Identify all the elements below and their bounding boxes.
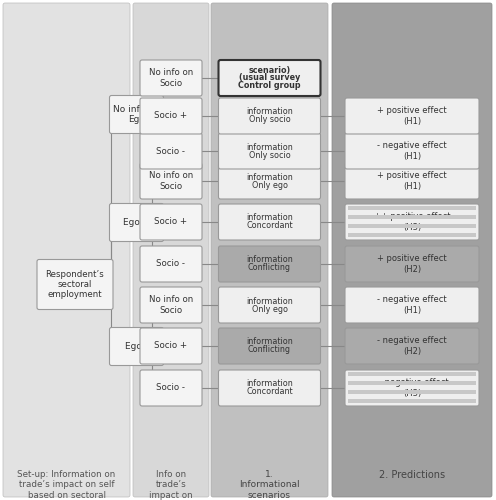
- FancyBboxPatch shape: [110, 204, 164, 242]
- Text: No info on
Socio: No info on Socio: [149, 172, 193, 190]
- FancyBboxPatch shape: [345, 163, 479, 199]
- FancyBboxPatch shape: [345, 98, 479, 134]
- FancyBboxPatch shape: [348, 234, 476, 237]
- Text: Control group: Control group: [238, 80, 301, 90]
- FancyBboxPatch shape: [348, 206, 476, 210]
- Text: information: information: [246, 296, 293, 306]
- Text: Only socio: Only socio: [248, 116, 290, 124]
- FancyBboxPatch shape: [219, 370, 320, 406]
- Text: information: information: [246, 142, 293, 152]
- Text: Respondent’s
sectoral
employment: Respondent’s sectoral employment: [46, 270, 104, 300]
- Text: No info on
Ego: No info on Ego: [113, 105, 160, 124]
- FancyBboxPatch shape: [133, 3, 209, 497]
- FancyBboxPatch shape: [219, 287, 320, 323]
- Text: Ego -: Ego -: [125, 342, 148, 351]
- FancyBboxPatch shape: [3, 3, 130, 497]
- FancyBboxPatch shape: [140, 60, 202, 96]
- FancyBboxPatch shape: [140, 370, 202, 406]
- Text: - negative effect
(H2): - negative effect (H2): [377, 336, 447, 355]
- Text: Socio -: Socio -: [157, 384, 186, 392]
- Text: + positive effect
(H1): + positive effect (H1): [377, 172, 447, 190]
- Text: ++ positive effect
(H3): ++ positive effect (H3): [374, 212, 450, 232]
- Text: Only ego: Only ego: [251, 304, 288, 314]
- Text: Ego +: Ego +: [123, 218, 150, 227]
- FancyBboxPatch shape: [348, 381, 476, 385]
- Text: information: information: [246, 214, 293, 222]
- FancyBboxPatch shape: [219, 328, 320, 364]
- Text: - negative effect
(H1): - negative effect (H1): [377, 296, 447, 314]
- FancyBboxPatch shape: [348, 372, 476, 376]
- Text: information: information: [246, 338, 293, 346]
- Text: information: information: [246, 256, 293, 264]
- FancyBboxPatch shape: [348, 390, 476, 394]
- FancyBboxPatch shape: [219, 204, 320, 240]
- Text: information: information: [246, 380, 293, 388]
- Text: Concordant: Concordant: [246, 388, 293, 396]
- Text: -- negative effect
(H3): -- negative effect (H3): [375, 378, 448, 398]
- Text: Socio -: Socio -: [157, 146, 186, 156]
- Text: 1.
Informational
scenarios: 1. Informational scenarios: [239, 470, 300, 500]
- FancyBboxPatch shape: [211, 3, 328, 497]
- FancyBboxPatch shape: [140, 133, 202, 169]
- Text: Socio +: Socio +: [154, 112, 187, 120]
- FancyBboxPatch shape: [140, 163, 202, 199]
- Text: No info on
Socio: No info on Socio: [149, 68, 193, 87]
- Text: + positive effect
(H1): + positive effect (H1): [377, 106, 447, 126]
- Text: information: information: [246, 172, 293, 182]
- Text: Concordant: Concordant: [246, 222, 293, 230]
- Text: Only ego: Only ego: [251, 180, 288, 190]
- Text: scenario): scenario): [248, 66, 291, 76]
- FancyBboxPatch shape: [219, 246, 320, 282]
- FancyBboxPatch shape: [219, 163, 320, 199]
- FancyBboxPatch shape: [219, 60, 320, 96]
- FancyBboxPatch shape: [345, 204, 479, 240]
- FancyBboxPatch shape: [219, 98, 320, 134]
- FancyBboxPatch shape: [140, 328, 202, 364]
- Text: information: information: [246, 108, 293, 116]
- FancyBboxPatch shape: [140, 287, 202, 323]
- Text: Socio +: Socio +: [154, 342, 187, 350]
- FancyBboxPatch shape: [348, 215, 476, 219]
- Text: Socio -: Socio -: [157, 260, 186, 268]
- FancyBboxPatch shape: [110, 96, 164, 134]
- FancyBboxPatch shape: [110, 328, 164, 366]
- FancyBboxPatch shape: [140, 98, 202, 134]
- Text: Info on
trade’s
impact on
country
(random): Info on trade’s impact on country (rando…: [149, 470, 193, 500]
- Text: No info on
Socio: No info on Socio: [149, 296, 193, 314]
- FancyBboxPatch shape: [332, 3, 492, 497]
- FancyBboxPatch shape: [345, 328, 479, 364]
- Text: - negative effect
(H1): - negative effect (H1): [377, 142, 447, 161]
- Text: Only socio: Only socio: [248, 150, 290, 160]
- FancyBboxPatch shape: [348, 224, 476, 228]
- FancyBboxPatch shape: [345, 370, 479, 406]
- FancyBboxPatch shape: [348, 400, 476, 404]
- FancyBboxPatch shape: [140, 246, 202, 282]
- FancyBboxPatch shape: [37, 260, 113, 310]
- FancyBboxPatch shape: [219, 133, 320, 169]
- Text: Socio +: Socio +: [154, 218, 187, 226]
- Text: + positive effect
(H2): + positive effect (H2): [377, 254, 447, 274]
- Text: 2. Predictions: 2. Predictions: [379, 470, 445, 480]
- FancyBboxPatch shape: [345, 246, 479, 282]
- Text: Set-up: Information on
trade’s impact on self
based on sectoral
employment conte: Set-up: Information on trade’s impact on…: [12, 470, 121, 500]
- FancyBboxPatch shape: [345, 287, 479, 323]
- Text: (usual survey: (usual survey: [239, 74, 300, 82]
- Text: Conflicting: Conflicting: [248, 264, 291, 272]
- FancyBboxPatch shape: [345, 133, 479, 169]
- FancyBboxPatch shape: [140, 204, 202, 240]
- Text: Conflicting: Conflicting: [248, 346, 291, 354]
